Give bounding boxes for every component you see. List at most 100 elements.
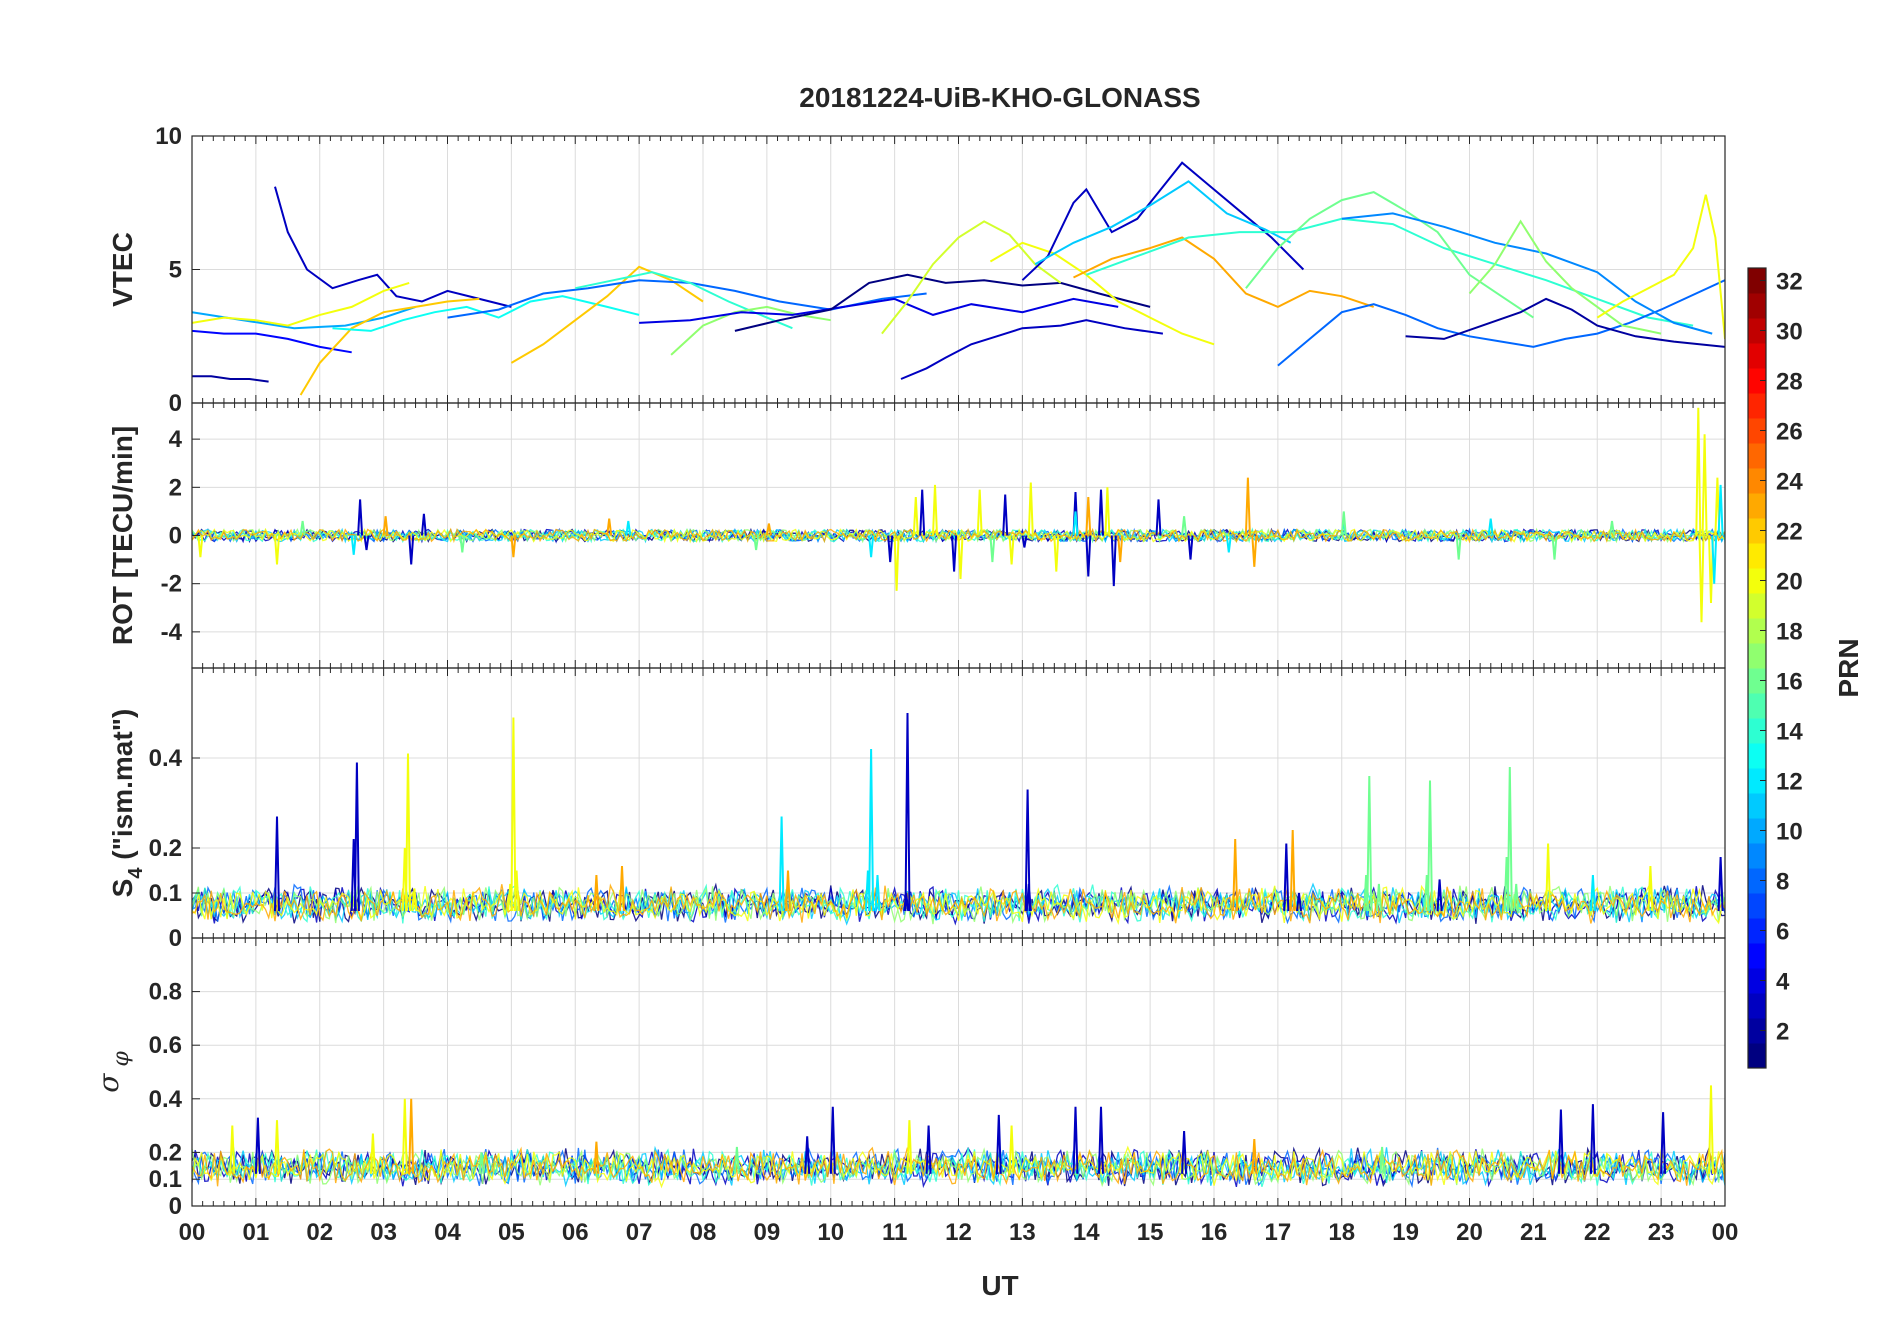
noise-trace [192,1146,1725,1187]
series-line-prn-2 [192,375,269,383]
series-line-prn-20 [989,241,1215,346]
series-line-prn-3 [1021,161,1305,281]
colorbar-cell [1748,418,1766,444]
colorbar-cell [1748,918,1766,944]
colorbar-cell [1748,668,1766,694]
series-line-prn-20 [192,281,410,327]
colorbar-cell [1748,443,1766,469]
colorbar-cell [1748,893,1766,919]
colorbar-cell [1748,993,1766,1019]
series-line-prn-20 [401,717,1654,912]
colorbar-tick-label: 4 [1776,969,1790,996]
colorbar-tick-label: 14 [1776,719,1803,746]
y-tick-label: 0.4 [149,745,183,772]
x-tick-label: 14 [1073,1219,1100,1246]
colorbar-cell [1748,1043,1766,1069]
x-tick-label: 15 [1137,1219,1164,1246]
y-tick-label: 0.2 [149,835,182,862]
series-line-prn-22 [510,265,704,364]
y-tick-label: 0 [169,523,182,550]
y-tick-label: -2 [161,571,182,598]
series-line-prn-16 [299,511,1615,563]
x-tick-label: 13 [1009,1219,1036,1246]
colorbar-cell [1748,593,1766,619]
y-tick-label: 4 [169,426,183,453]
colorbar-frame [1747,267,1767,1069]
colorbar-tick-label: 20 [1776,569,1803,596]
series-line-prn-14 [575,271,793,330]
colorbar-cell [1748,743,1766,769]
x-tick-label: 18 [1328,1219,1355,1246]
noise-trace [192,527,1725,544]
series-line-prn-20 [1596,194,1725,339]
y-tick-label: 10 [155,123,182,150]
x-tick-label: 21 [1520,1219,1547,1246]
series-line-prn-3 [357,489,1194,587]
series-line-prn-8 [1277,279,1725,367]
colorbar-cell [1748,693,1766,719]
colorbar-cell [1748,843,1766,869]
y-tick-label: 0.2 [149,1139,182,1166]
x-tick-label: 07 [626,1219,653,1246]
colorbar-cell [1748,943,1766,969]
colorbar-tick-label: 26 [1776,419,1803,446]
colorbar-tick-label: 32 [1776,269,1803,296]
colorbar-tick-label: 22 [1776,519,1803,546]
grid [191,668,1726,939]
colorbar-tick-label: 30 [1776,319,1803,346]
series-line-prn-20 [197,407,1721,623]
y-axis-label: VTEC [107,232,138,307]
colorbar-cell [1748,643,1766,669]
series-line-prn-22 [299,297,480,396]
colorbar-tick-label: 12 [1776,769,1803,796]
x-tick-label: 00 [179,1219,206,1246]
x-tick-label: 06 [562,1219,589,1246]
y-tick-label: 0 [169,925,182,952]
y-tick-label: 0.6 [149,1032,182,1059]
colorbar-cell [1748,543,1766,569]
x-tick-label: 09 [754,1219,781,1246]
noise-trace [192,1147,1725,1187]
y-tick-label: 5 [169,257,182,284]
series-line-prn-11 [1034,180,1292,266]
series-line-prn-16 [478,1146,1386,1174]
x-tick-label: 19 [1392,1219,1419,1246]
x-tick-label: 11 [882,1219,907,1246]
colorbar-cell [1748,518,1766,544]
x-tick-label: 10 [817,1219,844,1246]
colorbar-tick-label: 10 [1776,819,1803,846]
noise-trace [192,883,1725,924]
y-axis-label: S4 ("ism.mat") [107,709,147,898]
x-tick-label: 17 [1265,1219,1292,1246]
colorbar-cell [1748,468,1766,494]
x-tick-label: 16 [1201,1219,1228,1246]
y-tick-label: 2 [169,474,182,501]
y-tick-label: 0 [169,390,182,417]
colorbar-tick-label: 8 [1776,869,1789,896]
series-line-prn-23 [1073,236,1375,308]
colorbar-cell [1748,293,1766,319]
noise-trace [192,885,1725,925]
colorbar-cell [1748,318,1766,344]
y-tick-label: 0.8 [149,979,182,1006]
colorbar-cell [1748,343,1766,369]
colorbar-cell [1748,568,1766,594]
colorbar-cell [1748,368,1766,394]
colorbar-cell [1748,493,1766,519]
series-line-prn-9 [1341,212,1713,335]
series-line-prn-16 [1245,191,1534,319]
colorbar-tick-label: 24 [1776,469,1803,496]
series-line-prn-23 [593,829,1296,912]
panel-vtec: 0 5 10 VTEC [107,123,1726,417]
plot-area [192,407,1725,623]
colorbar-tick-label: 2 [1776,1019,1789,1046]
series-line-prn-23 [408,1098,1258,1174]
x-tick-label: 23 [1648,1219,1675,1246]
series-line-prn-4 [639,297,1119,324]
grid [191,135,1726,404]
colorbar-tick-label: 6 [1776,919,1789,946]
series-line-prn-23 [382,477,1258,567]
